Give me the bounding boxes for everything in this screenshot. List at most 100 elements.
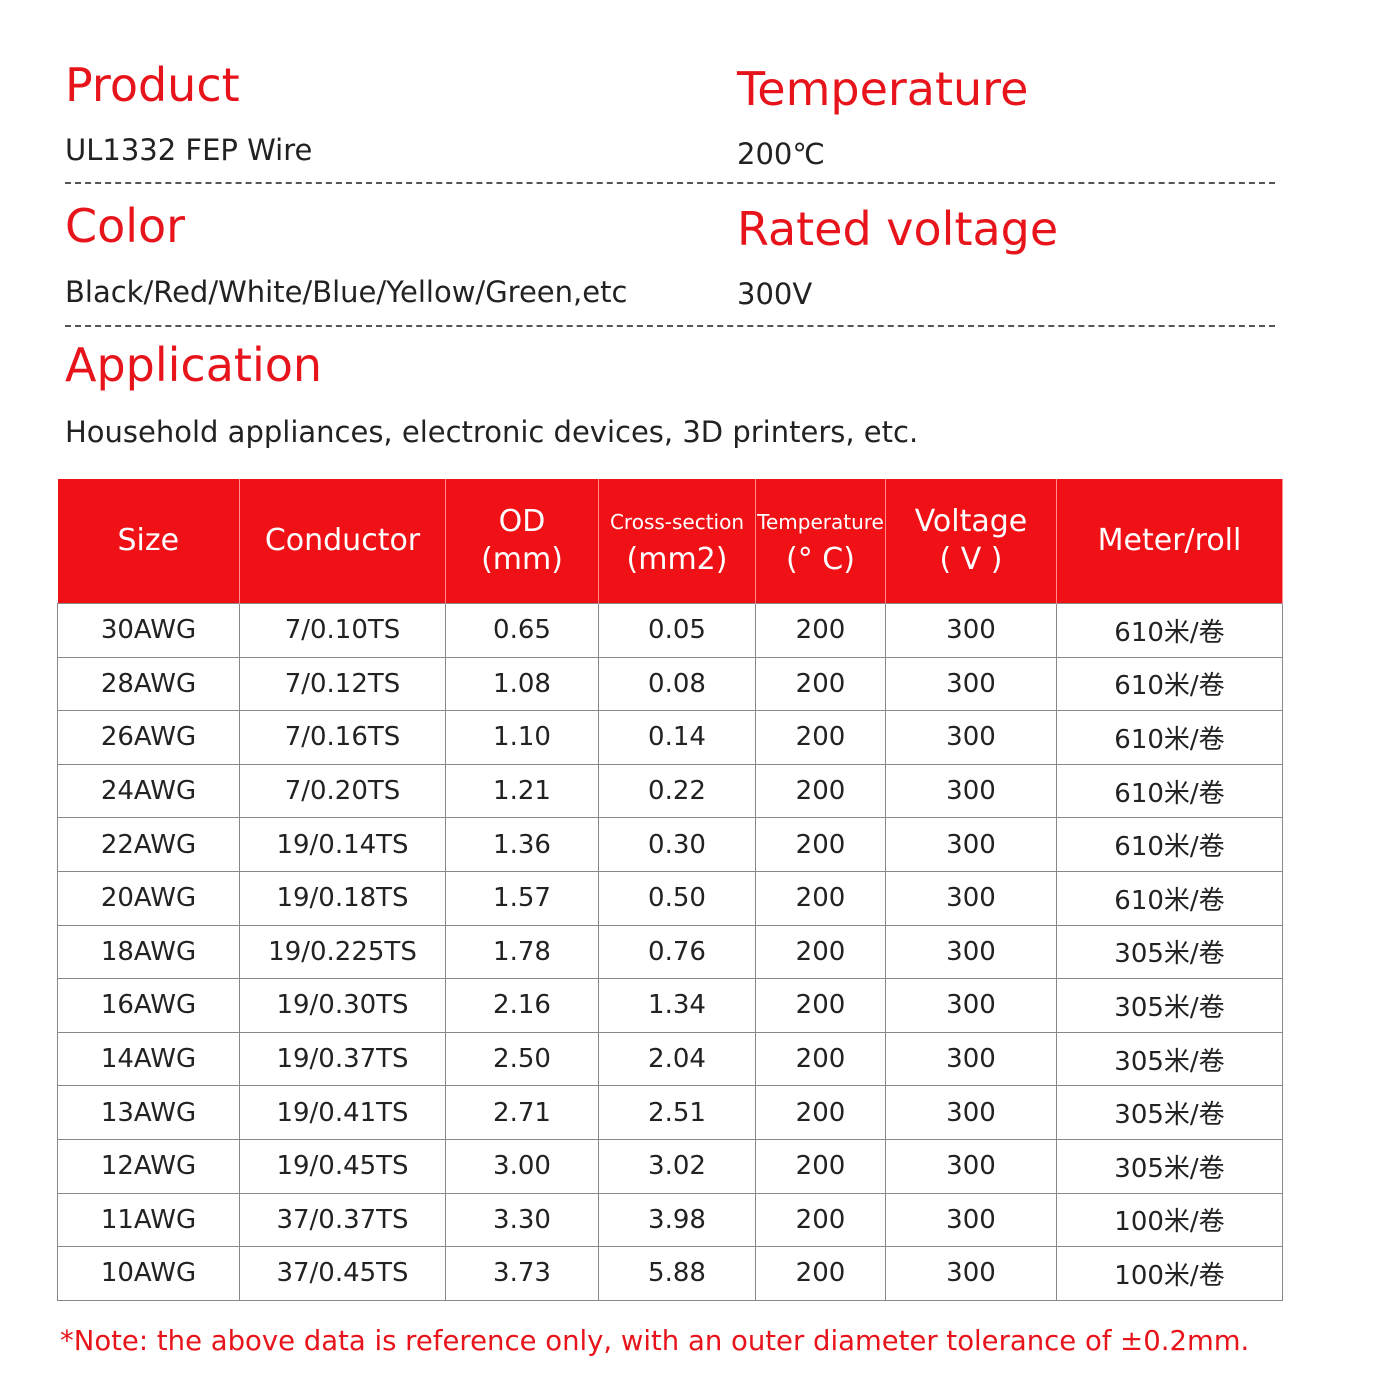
table-cell: 12AWG: [57, 1138, 240, 1194]
table-cell: 28AWG: [57, 656, 240, 712]
table-row: 13AWG 19/0.41TS 2.71 2.51 200 300 305米/卷: [57, 1085, 1283, 1140]
table-cell: 610米/卷: [1056, 656, 1283, 712]
table-cell: 100米/卷: [1056, 1246, 1283, 1301]
table-cell: 37/0.45TS: [239, 1246, 446, 1301]
table-row: 10AWG 37/0.45TS 3.73 5.88 200 300 100米/卷: [57, 1246, 1283, 1301]
table-cell: 13AWG: [57, 1085, 240, 1140]
table-cell: 1.21: [445, 763, 599, 819]
table-cell: 610米/卷: [1056, 603, 1283, 658]
table-cell: 16AWG: [57, 978, 240, 1033]
header-text: Conductor: [264, 523, 421, 558]
table-cell: 19/0.37TS: [239, 1031, 446, 1087]
header-cell: Voltage( V ): [885, 479, 1057, 604]
table-cell: 300: [885, 603, 1057, 658]
table-cell: 200: [755, 978, 886, 1033]
header-text: OD: [498, 504, 546, 539]
header-cell: Conductor: [239, 479, 446, 604]
table-cell: 2.51: [598, 1085, 756, 1140]
table-cell: 2.50: [445, 1031, 599, 1087]
table-cell: 26AWG: [57, 710, 240, 765]
table-cell: 7/0.12TS: [239, 656, 446, 712]
table-cell: 37/0.37TS: [239, 1192, 446, 1248]
table-row: 16AWG 19/0.30TS 2.16 1.34 200 300 305米/卷: [57, 978, 1283, 1033]
table-cell: 7/0.16TS: [239, 710, 446, 765]
table-cell: 200: [755, 1031, 886, 1087]
table-cell: 5.88: [598, 1246, 756, 1301]
table-cell: 0.76: [598, 924, 756, 980]
table-cell: 2.71: [445, 1085, 599, 1140]
table-cell: 3.73: [445, 1246, 599, 1301]
spec-label: Rated voltage: [737, 202, 1059, 256]
table-cell: 19/0.45TS: [239, 1138, 446, 1194]
table-cell: 3.98: [598, 1192, 756, 1248]
table-cell: 7/0.20TS: [239, 763, 446, 819]
table-cell: 19/0.14TS: [239, 817, 446, 872]
table-cell: 300: [885, 978, 1057, 1033]
table-cell: 300: [885, 1085, 1057, 1140]
header-cell: Cross-section (mm2): [598, 479, 756, 604]
table-cell: 18AWG: [57, 924, 240, 980]
table-cell: 300: [885, 1031, 1057, 1087]
table-cell: 0.08: [598, 656, 756, 712]
table-cell: 610米/卷: [1056, 710, 1283, 765]
table-cell: 300: [885, 870, 1057, 926]
table-cell: 7/0.10TS: [239, 603, 446, 658]
table-cell: 300: [885, 656, 1057, 712]
table-cell: 19/0.30TS: [239, 978, 446, 1033]
table-cell: 1.34: [598, 978, 756, 1033]
table-cell: 200: [755, 1192, 886, 1248]
header-text: Voltage: [914, 504, 1028, 539]
divider: [65, 182, 1275, 184]
table-cell: 2.04: [598, 1031, 756, 1087]
table-cell: 200: [755, 656, 886, 712]
table-cell: 305米/卷: [1056, 1085, 1283, 1140]
divider: [65, 325, 1275, 327]
header-row: Size Conductor OD (mm) Cross-section (mm2) Tem…: [57, 479, 1283, 604]
header-text: (° C): [786, 542, 855, 577]
table-row: 30AWG 7/0.10TS 0.65 0.05 200 300 610米/卷: [57, 603, 1283, 658]
table-cell: 200: [755, 1085, 886, 1140]
table-cell: 200: [755, 817, 886, 872]
table-cell: 19/0.41TS: [239, 1085, 446, 1140]
table-row: 28AWG 7/0.12TS 1.08 0.08 200 300 610米/卷: [57, 656, 1283, 712]
header-text: (mm): [481, 542, 563, 577]
table-cell: 20AWG: [57, 870, 240, 926]
table-row: 22AWG 19/0.14TS 1.36 0.30 200 300 610米/卷: [57, 817, 1283, 872]
table-row: 12AWG 19/0.45TS 3.00 3.02 200 300 305米/卷: [57, 1138, 1283, 1194]
spec-table: Size Conductor OD (mm) Cross-section (mm2) Tem…: [57, 479, 1283, 1301]
header-cell: Temperature (° C): [755, 479, 886, 604]
table-cell: 1.08: [445, 656, 599, 712]
note: *Note: the above data is reference only,…: [60, 1325, 1250, 1357]
table-cell: 2.16: [445, 978, 599, 1033]
spec-value: 300V: [737, 277, 813, 311]
table-cell: 0.05: [598, 603, 756, 658]
table-cell: 1.57: [445, 870, 599, 926]
table-cell: 300: [885, 1246, 1057, 1301]
table-cell: 300: [885, 763, 1057, 819]
spec-value: 200℃: [737, 137, 825, 171]
table-cell: 11AWG: [57, 1192, 240, 1248]
table-cell: 14AWG: [57, 1031, 240, 1087]
table-cell: 200: [755, 1246, 886, 1301]
table-cell: 305米/卷: [1056, 1138, 1283, 1194]
table-cell: 30AWG: [57, 603, 240, 658]
table-cell: 19/0.225TS: [239, 924, 446, 980]
table-cell: 300: [885, 1138, 1057, 1194]
table-cell: 300: [885, 1192, 1057, 1248]
table-cell: 100米/卷: [1056, 1192, 1283, 1248]
table-cell: 610米/卷: [1056, 763, 1283, 819]
header-text: Meter/roll: [1097, 523, 1242, 558]
header-cell: Size: [57, 479, 240, 604]
table-cell: 200: [755, 870, 886, 926]
table-cell: 200: [755, 603, 886, 658]
table-cell: 0.22: [598, 763, 756, 819]
spec-label: Temperature: [737, 62, 1029, 116]
table-cell: 1.10: [445, 710, 599, 765]
table-row: 11AWG 37/0.37TS 3.30 3.98 200 300 100米/卷: [57, 1192, 1283, 1248]
header-text: ( V ): [939, 542, 1003, 577]
table-cell: 0.50: [598, 870, 756, 926]
table-row: 18AWG 19/0.225TS 1.78 0.76 200 300 305米/卷: [57, 924, 1283, 980]
table-cell: 0.65: [445, 603, 599, 658]
header-cell: Meter/roll: [1056, 479, 1283, 604]
